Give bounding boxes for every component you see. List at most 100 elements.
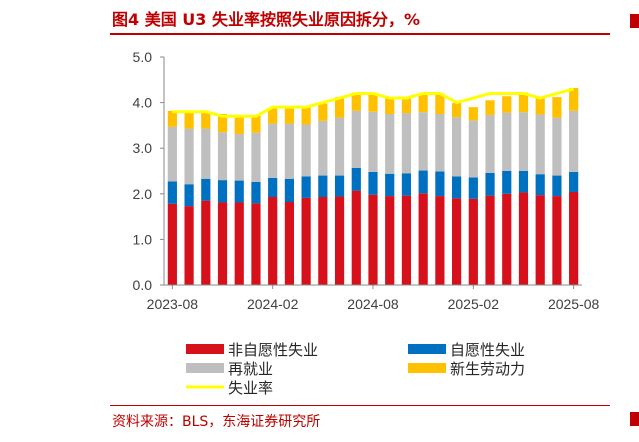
bar-segment-4 [535, 96, 545, 115]
bar-segment-1 [452, 198, 462, 285]
bar-segment-2 [518, 171, 529, 193]
bar-segment-2 [268, 177, 278, 197]
bar-segment-1 [334, 196, 345, 285]
y-tick-label: 3.0 [133, 140, 153, 156]
legend-label: 自愿性失业 [450, 341, 525, 359]
bar-segment-1 [518, 192, 529, 285]
bar-segment-3 [234, 134, 244, 181]
legend-label: 失业率 [228, 379, 273, 397]
legend-label: 非自愿性失业 [228, 341, 318, 359]
bar-segment-1 [468, 198, 478, 285]
bar-segment-4 [318, 103, 328, 121]
figure-title: 图4 美国 U3 失业率按照失业原因拆分，% [112, 10, 421, 29]
bar-segment-1 [251, 203, 261, 285]
bar-segment-1 [485, 195, 495, 285]
bar-segment-2 [368, 171, 378, 195]
bar-segment-4 [468, 107, 478, 121]
bar-segment-2 [301, 176, 311, 198]
bar-segment-4 [217, 114, 228, 133]
legend-label: 再就业 [228, 360, 273, 378]
bar-segment-4 [201, 112, 211, 129]
x-tick-label: 2025-02 [448, 296, 500, 312]
bar-segment-2 [217, 180, 228, 203]
legend-swatch [186, 363, 224, 373]
bar-segment-3 [251, 132, 261, 182]
bar-segment-4 [284, 107, 294, 124]
bar-segment-4 [401, 98, 412, 114]
bar-segment-4 [234, 117, 244, 135]
bar-segment-2 [251, 181, 261, 204]
bar-segment-4 [184, 112, 194, 129]
bar-segment-3 [485, 114, 495, 173]
bar-segment-1 [184, 206, 194, 285]
bar-segment-1 [552, 196, 562, 285]
bar-segment-4 [569, 88, 579, 111]
bar-segment-4 [385, 98, 395, 114]
bar-segment-1 [502, 193, 512, 285]
source-rule [110, 405, 610, 406]
bar-segment-2 [318, 175, 328, 197]
bar-segment-2 [284, 178, 294, 203]
bar-segment-1 [318, 196, 328, 285]
bar-segment-4 [334, 97, 345, 118]
bar-segment-2 [452, 176, 462, 199]
bar-segment-2 [485, 172, 495, 196]
bar-segment-3 [217, 132, 228, 181]
bar-segment-3 [435, 114, 445, 172]
bar-segment-3 [418, 112, 428, 171]
bar-segment-2 [385, 173, 395, 197]
bar-segment-3 [502, 112, 512, 171]
bar-segment-1 [418, 193, 428, 285]
bar-segment-1 [284, 202, 294, 285]
bar-segment-4 [368, 94, 378, 112]
y-tick-label: 5.0 [133, 49, 153, 65]
bar-segment-3 [201, 128, 211, 179]
bar-segment-3 [452, 117, 462, 177]
bar-segment-1 [368, 194, 378, 285]
bar-segment-2 [569, 171, 579, 192]
bar-segment-4 [351, 92, 361, 111]
bar-segment-1 [385, 196, 395, 285]
bar-segment-4 [268, 108, 278, 124]
bar-segment-3 [368, 111, 378, 172]
bar-segment-4 [251, 115, 261, 133]
bar-segment-1 [234, 202, 244, 285]
bar-segment-3 [552, 117, 562, 176]
bar-segment-2 [502, 171, 512, 194]
bar-segment-3 [401, 113, 412, 174]
bar-segment-4 [502, 96, 512, 113]
legend-swatch [408, 344, 446, 354]
bar-segment-4 [435, 93, 445, 114]
bar-segment-2 [201, 178, 211, 201]
bar-segment-4 [518, 92, 529, 113]
bar-segment-2 [418, 170, 428, 194]
bar-segment-1 [535, 195, 545, 285]
bar-segment-1 [268, 196, 278, 285]
y-tick-label: 2.0 [133, 186, 153, 202]
bar-segment-2 [234, 180, 244, 203]
bar-segment-3 [351, 110, 361, 168]
bar-segment-4 [418, 93, 428, 113]
edge-marker-top [630, 14, 639, 28]
bar-segment-3 [569, 110, 579, 172]
x-tick-label: 2025-08 [548, 296, 600, 312]
bar-segment-3 [268, 123, 278, 178]
x-tick-label: 2024-08 [347, 296, 399, 312]
legend-swatch [408, 363, 446, 373]
bar-segment-1 [351, 190, 361, 285]
bar-segment-3 [334, 117, 345, 176]
bar-segment-2 [468, 177, 478, 199]
bar-segment-4 [552, 97, 562, 118]
edge-marker-bottom [630, 412, 639, 426]
bar-segment-1 [301, 197, 311, 285]
bar-segment-3 [385, 114, 395, 174]
bar-segment-2 [351, 167, 361, 191]
bar-segment-3 [184, 128, 194, 185]
x-tick-label: 2023-08 [147, 296, 199, 312]
source-note: 资料来源：BLS，东海证券研究所 [112, 414, 321, 430]
x-tick-label: 2024-02 [247, 296, 299, 312]
bar-segment-3 [301, 124, 311, 177]
title-rule [110, 33, 610, 35]
bar-segment-3 [518, 112, 529, 171]
